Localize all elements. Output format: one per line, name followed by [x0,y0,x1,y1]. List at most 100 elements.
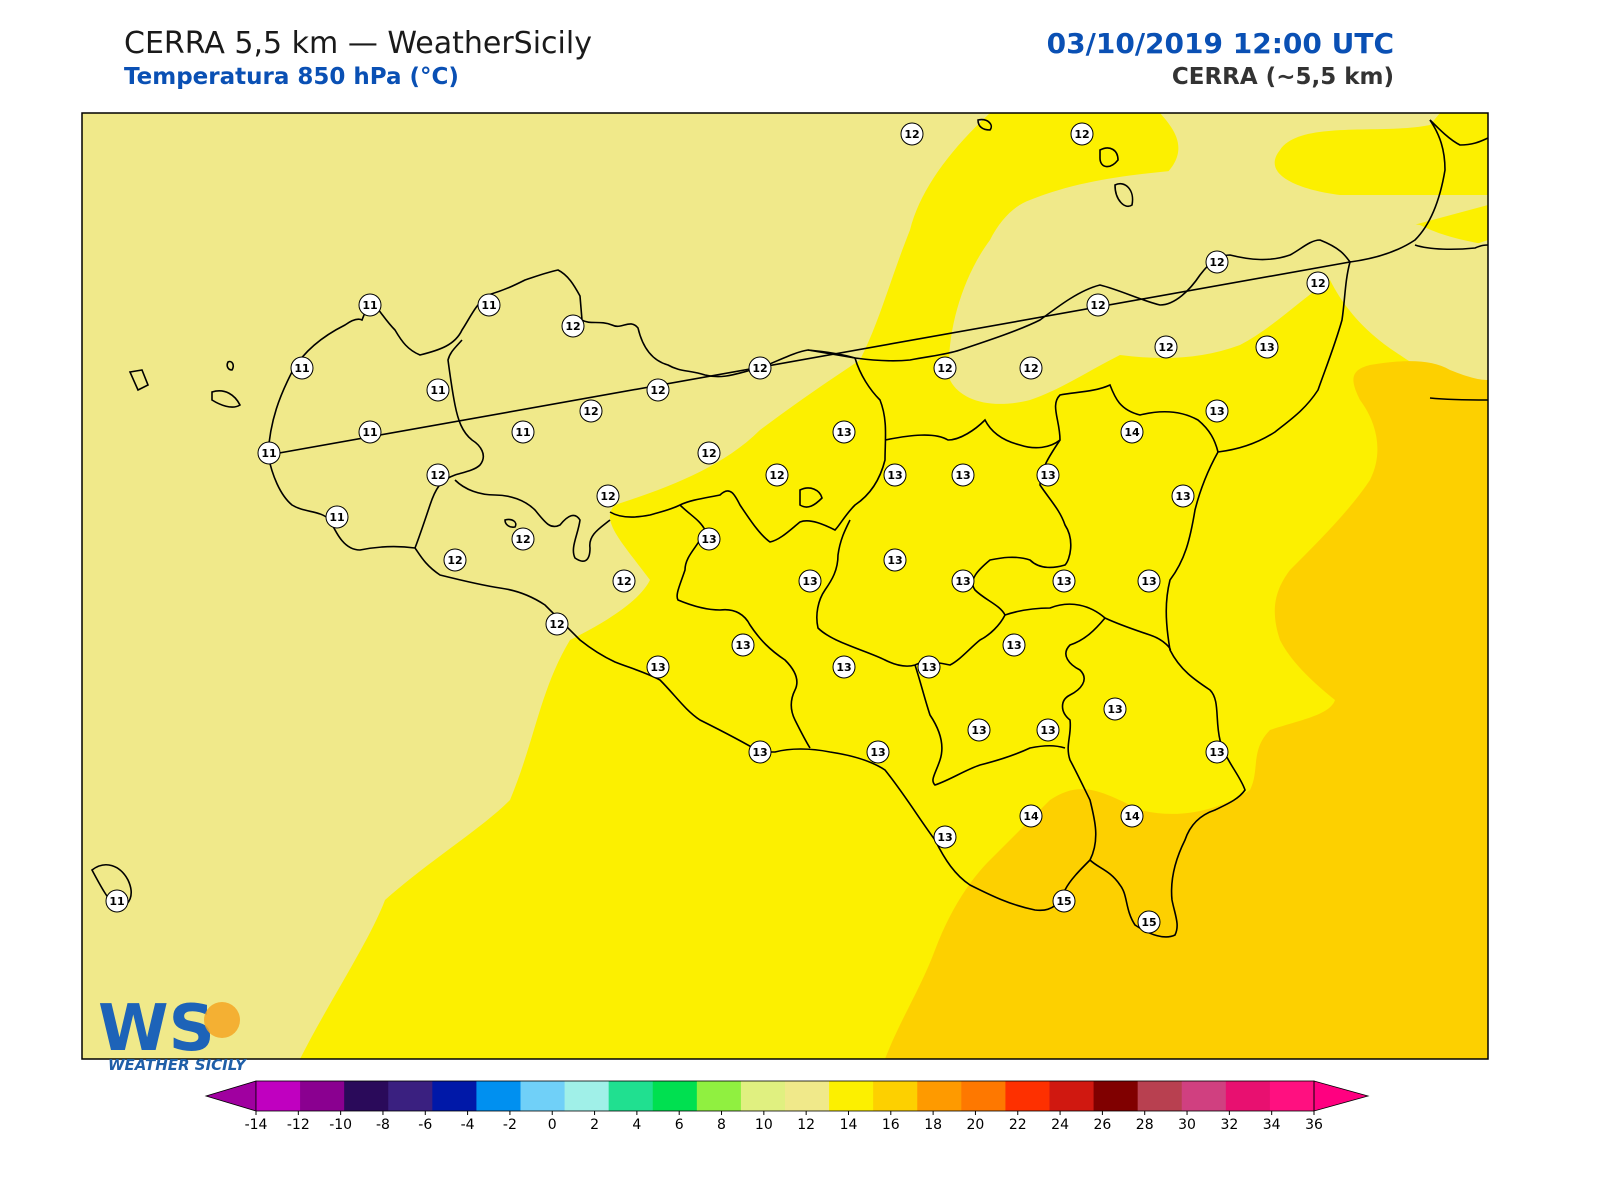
colorbar-swatch [829,1081,874,1111]
temp-label-value: 12 [1310,277,1325,290]
colorbar-tick-label: 8 [717,1117,726,1133]
timestamp-block: 03/10/2019 12:00 UTC CERRA (~5,5 km) [1047,26,1394,92]
colorbar-swatch [1137,1081,1183,1111]
temp-label: 12 [443,548,467,572]
colorbar-tick-label: -14 [245,1117,268,1133]
colorbar-frame [255,1080,1315,1112]
temp-label: 12 [748,356,772,380]
colorbar-swatch [608,1081,654,1111]
colorbar-swatch [256,1081,301,1111]
temp-label: 13 [646,655,670,679]
colorbar-extend-low [204,1080,257,1112]
temp-label-value: 13 [1040,469,1055,482]
temp-label: 12 [561,314,585,338]
temp-label-value: 12 [1090,299,1105,312]
temp-label-value: 13 [701,533,716,546]
temp-label: 12 [1019,356,1043,380]
temp-label: 13 [1103,697,1127,721]
temp-label: 11 [358,420,382,444]
colorbar-swatch [1181,1081,1227,1111]
colorbar-tick-label: 10 [755,1117,773,1133]
temp-label: 13 [832,655,856,679]
temp-label-value: 12 [1074,128,1089,141]
temp-label: 14 [1120,804,1144,828]
temp-label: 13 [951,463,975,487]
colorbar-swatch [300,1081,345,1111]
colorbar-tick-label: 2 [590,1117,599,1133]
colorbar-swatch [1225,1081,1271,1111]
temp-label: 14 [1120,420,1144,444]
temp-label: 13 [748,740,772,764]
colorbar-swatch [917,1081,962,1111]
temp-label: 13 [1205,740,1229,764]
temp-label: 11 [358,293,382,317]
temperature-field [82,113,1488,1059]
temp-label-value: 11 [430,384,445,397]
temp-label-value: 12 [616,575,631,588]
temp-label-value: 15 [1141,916,1156,929]
temp-label-value: 13 [887,554,902,567]
colorbar-tick-label: -2 [503,1117,517,1133]
temp-label: 11 [477,293,501,317]
colorbar-tick-label: -4 [461,1117,475,1133]
temp-label: 11 [511,420,535,444]
temp-label-value: 13 [1175,490,1190,503]
temp-label: 13 [933,825,957,849]
temp-label-value: 12 [1158,341,1173,354]
temp-label-value: 11 [261,447,276,460]
colorbar-tick-label: 32 [1220,1117,1238,1133]
temp-label-value: 13 [802,575,817,588]
temp-label: 12 [697,441,721,465]
temp-label: 12 [545,612,569,636]
temp-label-value: 13 [1141,575,1156,588]
temp-label-value: 13 [650,661,665,674]
colorbar-tick-label: 6 [675,1117,684,1133]
temp-label: 13 [951,569,975,593]
colorbar-tick-label: -12 [287,1117,310,1133]
temp-label: 13 [883,463,907,487]
temp-label-value: 13 [955,469,970,482]
temp-label: 15 [1137,910,1161,934]
colorbar-swatch [1049,1081,1095,1111]
temp-label-value: 12 [650,384,665,397]
colorbar-tick-label: 28 [1136,1117,1154,1133]
colorbar-tick-label: 12 [797,1117,815,1133]
temperature-labels: 12 12 11 11 12 12 12 12 11 11 12 12 12 12 12 13 11 11 12 13… [105,122,1330,934]
temp-label-value: 12 [430,469,445,482]
temp-label-value: 13 [971,724,986,737]
temp-label-value: 11 [294,362,309,375]
temp-label: 12 [1205,250,1229,274]
temp-label: 13 [1036,718,1060,742]
temp-label-value: 13 [1209,405,1224,418]
temp-label-value: 12 [447,554,462,567]
temp-label-value: 12 [1209,256,1224,269]
temp-label: 11 [257,441,281,465]
temp-label: 12 [646,378,670,402]
temp-label-value: 12 [583,405,598,418]
temp-label: 11 [325,505,349,529]
colorbar-swatch [388,1081,433,1111]
temp-label: 13 [917,655,941,679]
colorbar-tick-label: 22 [1009,1117,1027,1133]
colorbar-tick-label: 26 [1093,1117,1111,1133]
temp-label: 13 [697,527,721,551]
temp-label: 12 [1086,293,1110,317]
temp-label: 11 [105,889,129,913]
band-14-16 [885,361,1488,1059]
temp-label-value: 13 [1006,639,1021,652]
colorbar-tick-label: -6 [418,1117,432,1133]
temp-label: 13 [1137,569,1161,593]
temp-label: 12 [765,463,789,487]
temp-label-value: 13 [1107,703,1122,716]
colorbar-tick-label: 30 [1178,1117,1196,1133]
colorbar-swatch [652,1081,698,1111]
colorbar-tick-label: 24 [1051,1117,1069,1133]
colorbar-tick-label: 0 [548,1117,557,1133]
colorbar-swatch [564,1081,610,1111]
colorbar-swatch [696,1081,742,1111]
temp-label-value: 13 [836,426,851,439]
temp-label-value: 12 [1023,362,1038,375]
temp-label-value: 13 [1209,746,1224,759]
temp-label: 11 [426,378,450,402]
